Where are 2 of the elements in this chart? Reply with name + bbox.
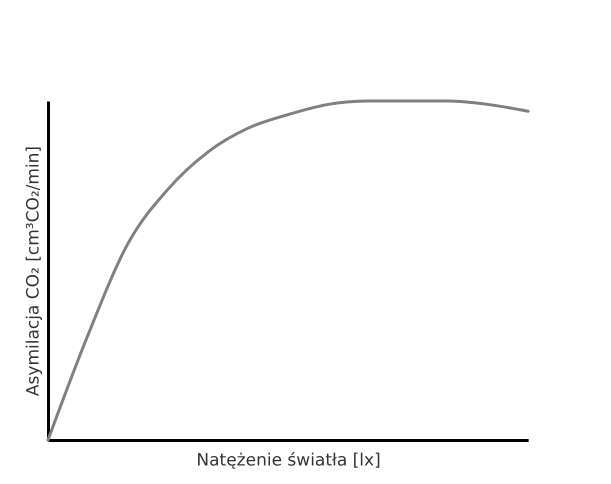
y-axis-title: Asymilacja CO₂ [cm³CO₂/min] bbox=[24, 146, 44, 396]
x-axis-title: Natężenie światła [lx] bbox=[196, 450, 381, 470]
